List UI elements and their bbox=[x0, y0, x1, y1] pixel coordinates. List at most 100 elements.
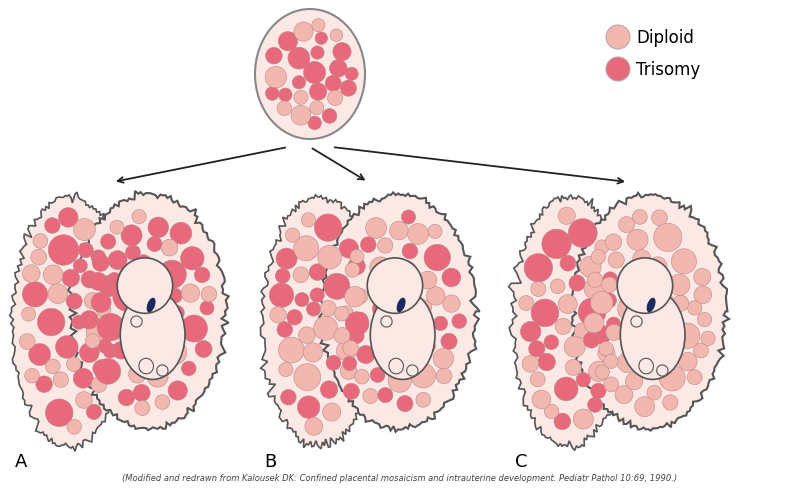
Circle shape bbox=[648, 331, 673, 357]
Circle shape bbox=[53, 372, 69, 387]
Circle shape bbox=[608, 252, 624, 268]
Polygon shape bbox=[509, 195, 630, 450]
Circle shape bbox=[309, 264, 326, 281]
Circle shape bbox=[353, 289, 368, 304]
Circle shape bbox=[340, 363, 357, 380]
Circle shape bbox=[602, 277, 617, 293]
Circle shape bbox=[91, 250, 106, 265]
Circle shape bbox=[442, 295, 460, 313]
Ellipse shape bbox=[157, 365, 168, 376]
Circle shape bbox=[633, 210, 647, 225]
Circle shape bbox=[326, 356, 341, 370]
Circle shape bbox=[195, 341, 212, 358]
Circle shape bbox=[338, 306, 354, 321]
Circle shape bbox=[121, 225, 142, 246]
Circle shape bbox=[98, 276, 119, 297]
Circle shape bbox=[279, 363, 293, 377]
Circle shape bbox=[132, 210, 146, 224]
Circle shape bbox=[578, 298, 606, 326]
Circle shape bbox=[278, 33, 298, 52]
Ellipse shape bbox=[142, 301, 156, 327]
Circle shape bbox=[170, 223, 192, 244]
Circle shape bbox=[291, 106, 310, 126]
Circle shape bbox=[564, 337, 586, 358]
Circle shape bbox=[120, 267, 134, 282]
Circle shape bbox=[434, 317, 448, 331]
Circle shape bbox=[649, 257, 667, 276]
Circle shape bbox=[288, 48, 310, 70]
Circle shape bbox=[98, 339, 112, 353]
Circle shape bbox=[395, 335, 410, 351]
Circle shape bbox=[674, 324, 700, 349]
Circle shape bbox=[135, 401, 150, 416]
Ellipse shape bbox=[620, 291, 685, 380]
Circle shape bbox=[58, 208, 78, 228]
Circle shape bbox=[632, 341, 647, 356]
Circle shape bbox=[452, 314, 466, 329]
Circle shape bbox=[568, 219, 597, 248]
Circle shape bbox=[170, 306, 184, 321]
Circle shape bbox=[701, 331, 715, 346]
Circle shape bbox=[277, 322, 293, 338]
Circle shape bbox=[397, 396, 413, 412]
Circle shape bbox=[278, 338, 304, 363]
Circle shape bbox=[310, 83, 326, 101]
Circle shape bbox=[92, 255, 109, 272]
Circle shape bbox=[379, 352, 394, 367]
Circle shape bbox=[694, 343, 708, 358]
Circle shape bbox=[370, 257, 391, 278]
Circle shape bbox=[618, 217, 634, 233]
Circle shape bbox=[334, 307, 349, 321]
Circle shape bbox=[658, 294, 674, 309]
Circle shape bbox=[388, 369, 411, 392]
Circle shape bbox=[671, 249, 697, 274]
Circle shape bbox=[550, 279, 565, 294]
Circle shape bbox=[158, 261, 186, 289]
Circle shape bbox=[90, 273, 107, 291]
Circle shape bbox=[333, 43, 351, 61]
Circle shape bbox=[103, 344, 118, 358]
Circle shape bbox=[434, 349, 454, 369]
Circle shape bbox=[346, 312, 369, 336]
Ellipse shape bbox=[657, 365, 668, 376]
Circle shape bbox=[569, 275, 585, 291]
Circle shape bbox=[167, 288, 182, 304]
Circle shape bbox=[390, 222, 408, 241]
Circle shape bbox=[147, 237, 162, 252]
Circle shape bbox=[580, 257, 601, 278]
Circle shape bbox=[622, 327, 639, 344]
Circle shape bbox=[308, 117, 322, 130]
Circle shape bbox=[604, 354, 618, 369]
Circle shape bbox=[529, 341, 545, 357]
Circle shape bbox=[107, 273, 122, 287]
Circle shape bbox=[45, 218, 60, 234]
Circle shape bbox=[345, 287, 365, 307]
Circle shape bbox=[110, 221, 124, 235]
Circle shape bbox=[292, 77, 306, 90]
Circle shape bbox=[367, 279, 387, 298]
Circle shape bbox=[294, 23, 313, 42]
Circle shape bbox=[554, 413, 570, 430]
Circle shape bbox=[587, 273, 602, 288]
Circle shape bbox=[133, 272, 147, 286]
Circle shape bbox=[36, 376, 53, 393]
Circle shape bbox=[618, 353, 638, 373]
Circle shape bbox=[698, 313, 712, 327]
Circle shape bbox=[345, 68, 358, 81]
Circle shape bbox=[442, 268, 461, 287]
Circle shape bbox=[46, 399, 73, 427]
Circle shape bbox=[118, 258, 173, 314]
Circle shape bbox=[424, 245, 450, 271]
Circle shape bbox=[416, 392, 430, 407]
Circle shape bbox=[441, 333, 457, 350]
Ellipse shape bbox=[642, 301, 656, 327]
Circle shape bbox=[426, 287, 445, 305]
Circle shape bbox=[633, 250, 651, 268]
Circle shape bbox=[592, 325, 611, 345]
Circle shape bbox=[398, 351, 416, 370]
Circle shape bbox=[22, 265, 40, 283]
Circle shape bbox=[80, 311, 98, 329]
Circle shape bbox=[694, 269, 711, 286]
Circle shape bbox=[606, 26, 630, 50]
Circle shape bbox=[46, 359, 60, 374]
